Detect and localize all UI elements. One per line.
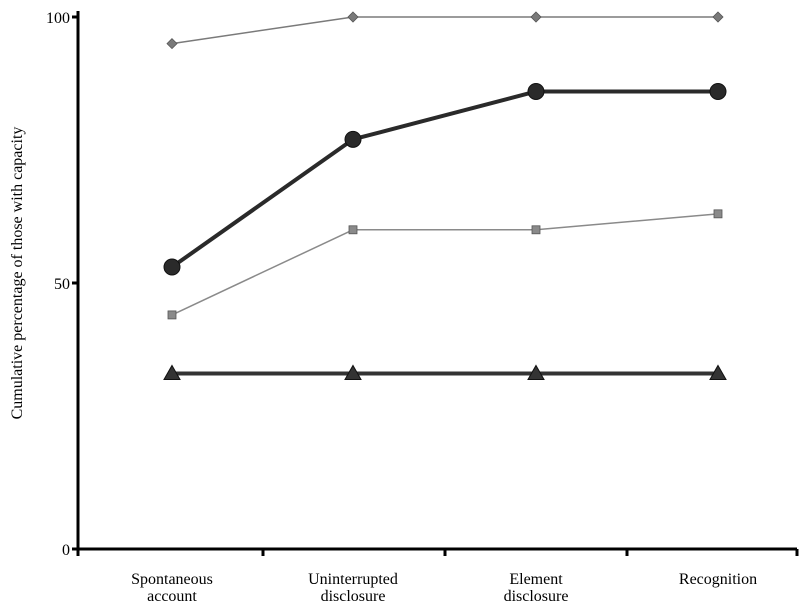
series-2-point bbox=[344, 130, 362, 148]
series-2-point bbox=[527, 82, 545, 100]
series-2-point bbox=[163, 258, 181, 276]
series-4-point bbox=[527, 364, 545, 380]
series-1-line bbox=[171, 16, 719, 45]
series-2-line bbox=[170, 89, 720, 270]
series-3-point bbox=[713, 209, 723, 219]
series-3-point bbox=[348, 225, 358, 235]
series-1-point bbox=[712, 11, 724, 23]
x-tick-label: Uninterrupted disclosure bbox=[308, 571, 398, 605]
series-3-line bbox=[171, 213, 719, 316]
series-4-point bbox=[709, 364, 727, 380]
x-tick-label: Recognition bbox=[679, 571, 757, 588]
y-tick-label: 100 bbox=[46, 10, 70, 27]
x-tick-label: Element disclosure bbox=[504, 571, 569, 605]
series-4-point bbox=[344, 364, 362, 380]
series-1-point bbox=[347, 11, 359, 23]
y-tick-label: 50 bbox=[54, 276, 70, 293]
y-axis-title: Cumulative percentage of those with capa… bbox=[9, 127, 26, 420]
series-2-point bbox=[709, 82, 727, 100]
x-tick-label: Spontaneous account bbox=[131, 571, 213, 605]
series-4-point bbox=[163, 364, 181, 380]
series-1-point bbox=[166, 38, 178, 50]
series-1-point bbox=[530, 11, 542, 23]
series-3-point bbox=[531, 225, 541, 235]
series-3-point bbox=[167, 310, 177, 320]
y-tick-label: 0 bbox=[62, 542, 70, 559]
